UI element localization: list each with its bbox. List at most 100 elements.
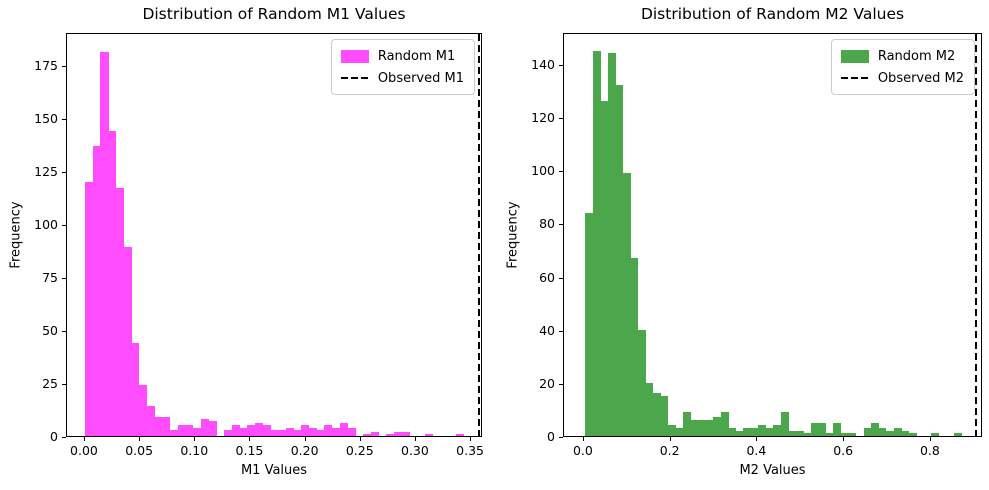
histogram-bars [564,34,981,436]
legend-item-observed: Observed M1 [340,67,464,89]
x-tick [756,437,758,441]
histogram-bar [401,431,410,436]
dashed-line-swatch-icon [340,77,369,79]
histogram-bar [810,422,819,436]
histogram-bar [675,428,684,436]
histogram-bar [592,50,601,436]
x-tick-label: 0.6 [833,443,854,458]
x-tick-label: 0.30 [401,443,429,458]
histogram-bar [871,422,879,436]
y-tick-label: 60 [539,269,555,285]
y-tick-label: 175 [34,58,58,74]
histogram-bar [231,425,240,436]
x-tick [194,437,196,441]
x-tick [843,437,845,441]
histogram-bar [788,430,797,436]
x-tick-label: 0.25 [345,443,374,458]
histogram-bar [803,433,812,436]
histogram-bar [667,425,676,436]
histogram-bar [931,433,940,436]
histogram-bar [622,172,631,436]
histogram-bar [698,420,706,436]
histogram-bar [239,427,248,436]
histogram-bar [743,428,752,436]
histogram-bar [123,247,132,436]
plot-area: Random M1 Observed M1 [66,33,482,437]
histogram-bar [600,101,609,436]
y-tick-label: 40 [539,322,555,338]
legend-label: Random M1 [377,48,456,64]
legend: Random M1 Observed M1 [330,39,475,95]
histogram-bar [169,429,179,436]
histogram-bar [139,385,148,436]
y-tick [62,172,66,174]
histogram-bar [386,433,395,436]
histogram-bar [735,430,744,436]
x-tick-label: 0.20 [290,443,319,458]
legend-label: Random M2 [877,48,956,64]
y-tick [62,278,66,280]
y-tick-label: 20 [539,375,555,391]
legend-item-random: Random M2 [840,45,964,67]
y-tick-label: 140 [531,56,555,72]
y-tick-label: 150 [34,111,58,127]
y-tick [62,225,66,227]
histogram-bar [750,428,759,436]
histogram-bar [780,412,789,436]
y-tick-label: 75 [42,270,58,286]
histogram-bar [886,430,894,436]
x-tick-label: 0.0 [572,443,593,458]
y-tick [559,64,563,66]
x-tick [83,437,85,441]
histogram-bar [424,433,433,436]
x-tick-label: 0.4 [746,443,767,458]
histogram-bar [332,427,341,436]
histogram-bar [254,423,263,436]
histogram-bar [285,427,294,436]
histogram-bar [652,393,661,436]
legend-item-random: Random M1 [340,45,464,67]
histogram-bar [660,396,669,436]
histogram-bar [878,428,887,436]
histogram-bar [705,420,714,436]
y-tick-label: 80 [539,216,555,232]
histogram-bar [108,130,117,436]
histogram-bar [728,428,737,436]
x-tick-label: 0.00 [70,443,98,458]
histogram-bar [630,257,639,436]
y-tick [559,383,563,385]
y-tick-label: 25 [42,376,58,391]
x-tick-label: 0.10 [180,443,209,458]
histogram-bar [200,419,209,436]
page-title: Distribution of Random M1 Values [142,5,406,23]
y-tick [559,171,563,173]
y-tick [559,437,563,438]
y-tick-label: 120 [531,110,555,126]
y-tick [62,331,66,333]
histogram-bar [146,406,155,436]
histogram-bar [262,425,271,436]
histogram-bar [720,412,729,436]
y-tick [62,119,66,121]
y-tick-label: 100 [531,163,555,179]
observed-value-line [477,34,480,436]
histogram-bar [615,85,624,436]
histogram-bar [100,52,109,436]
y-tick [559,277,563,279]
observed-value-line [975,34,978,436]
histogram-bar [455,433,464,436]
x-tick [669,437,671,441]
histogram-bar [758,425,767,436]
page-title: Distribution of Random M2 Values [640,5,905,23]
bar-swatch-icon [840,49,869,63]
histogram-bar [177,425,186,436]
legend-label: Observed M2 [877,70,964,86]
histogram-bar [115,188,124,436]
histogram-bar [324,425,333,436]
histogram-bar [773,425,782,436]
x-axis-label: M2 Values [739,463,806,478]
histogram-bar [247,425,256,436]
bar-swatch-icon [340,49,369,63]
